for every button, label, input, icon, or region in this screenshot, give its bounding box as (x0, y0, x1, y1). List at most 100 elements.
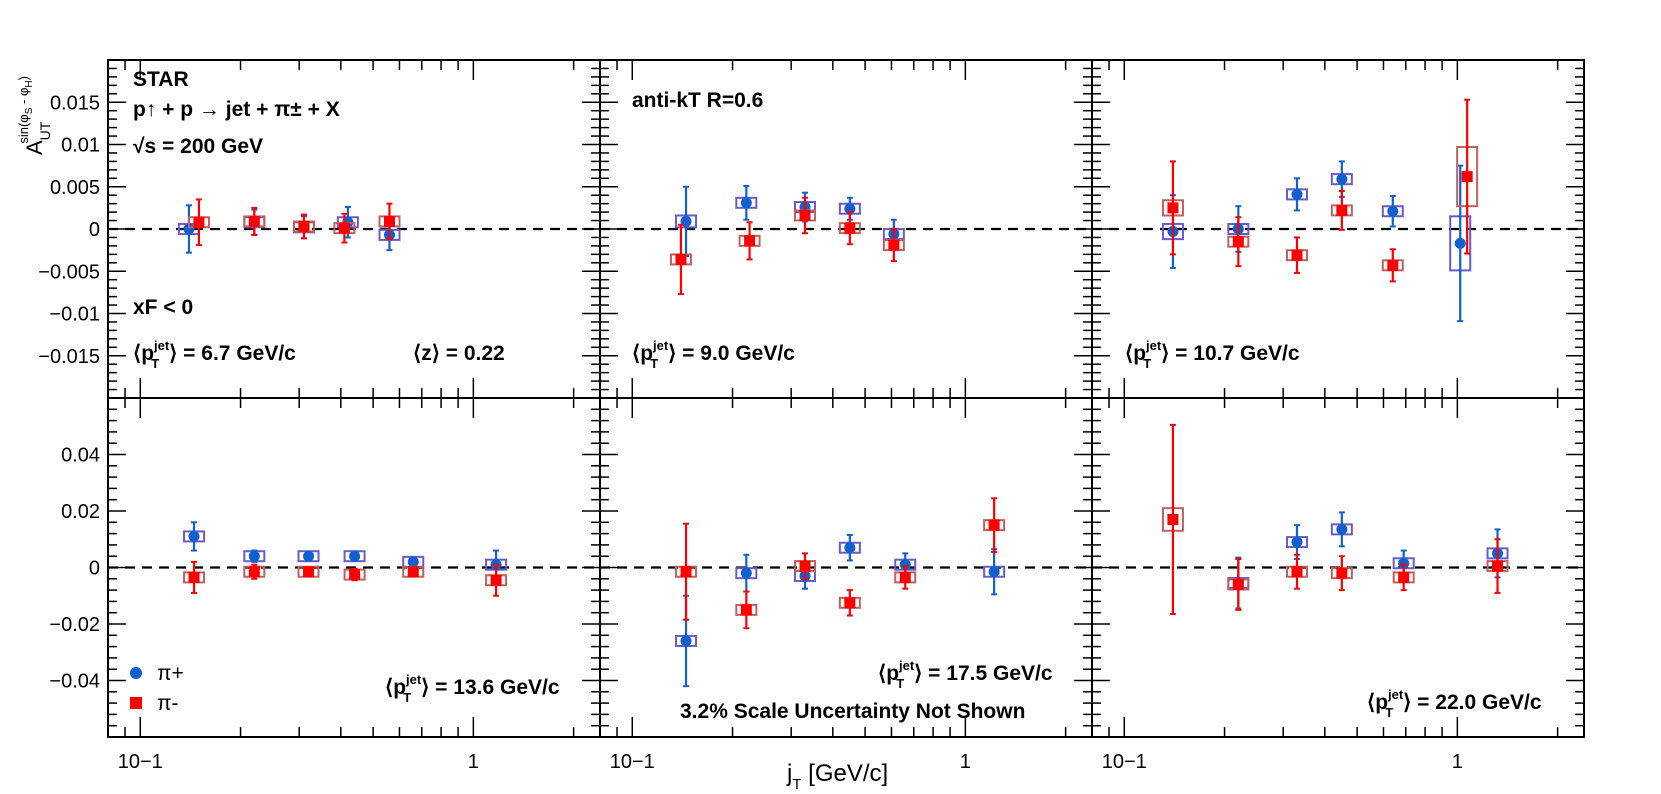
data-point (188, 530, 200, 542)
data-point (899, 559, 911, 571)
data-point (303, 550, 315, 562)
series-pi-minus (669, 196, 905, 296)
data-point (899, 571, 911, 583)
y-tick-label: −0.04 (49, 671, 100, 693)
data-point (1232, 578, 1244, 590)
y-tick-label: 0 (89, 558, 100, 580)
data-point (1232, 236, 1244, 248)
data-point (1291, 536, 1303, 548)
legend-marker-pi-minus (130, 697, 142, 709)
y-axis-title: AUTsin(φS - φH) (16, 76, 53, 155)
x-tick-label: 10−1 (610, 751, 655, 773)
series-pi-minus (187, 198, 401, 247)
series-pi-plus (1161, 160, 1472, 323)
data-point (1336, 567, 1348, 579)
data-point (988, 519, 1000, 531)
data-point (188, 571, 200, 583)
legend-label-pi-minus: π- (157, 692, 178, 715)
data-point (1291, 188, 1303, 200)
experiment-label: STAR (133, 68, 189, 91)
y-tick-label: 0.01 (61, 135, 100, 157)
x-tick-label: 10−1 (1102, 751, 1147, 773)
data-point (888, 239, 900, 251)
series-pi-plus (675, 534, 1006, 688)
series-pi-plus (675, 184, 905, 258)
data-point (1461, 171, 1473, 183)
data-point (844, 542, 856, 554)
panel-5: 10−1 1 (1091, 397, 1585, 773)
series-pi-minus (675, 497, 1006, 630)
y-tick-label: 0.02 (61, 501, 100, 523)
panel-3: −0.04 −0.02 0 0.02 0.04 10−1 1 (49, 397, 601, 773)
xf-cut-label: xF < 0 (133, 296, 193, 319)
data-point (1336, 523, 1348, 535)
data-point (193, 216, 205, 228)
data-point (1336, 204, 1348, 216)
x-tick-label: 1 (960, 751, 971, 773)
data-point (1167, 202, 1179, 214)
pt-annotation-4: ⟨pjet T ⟩ = 17.5 GeV/c (878, 658, 1053, 691)
data-point (1387, 259, 1399, 271)
x-tick-label: 1 (468, 751, 479, 773)
data-point (1387, 205, 1399, 217)
data-point (1291, 566, 1303, 578)
data-point (844, 597, 856, 609)
svg-text:jT [GeV/c]: jT [GeV/c] (786, 760, 888, 793)
svg-text:AUTsin(φS - φH): AUTsin(φS - φH) (16, 76, 53, 155)
data-point (740, 567, 752, 579)
data-point (988, 566, 1000, 578)
pt-annotation-1: ⟨pjet T ⟩ = 9.0 GeV/c (632, 338, 795, 371)
data-point (799, 560, 811, 572)
data-point (844, 222, 856, 234)
data-point (349, 569, 361, 581)
data-point (298, 220, 310, 232)
legend-label-pi-plus: π+ (157, 662, 184, 685)
data-point (740, 604, 752, 616)
data-point (1336, 173, 1348, 185)
data-point (1291, 249, 1303, 261)
mean-z-label: ⟨z⟩ = 0.22 (413, 342, 505, 365)
jet-algorithm-label: anti-kT R=0.6 (632, 89, 763, 112)
data-point (1167, 513, 1179, 525)
legend: π+ π- (130, 662, 184, 715)
data-point (407, 556, 419, 568)
x-tick-label: 10−1 (118, 751, 163, 773)
y-tick-label: 0.04 (61, 445, 100, 467)
data-point (490, 574, 502, 586)
series-pi-minus (1161, 98, 1479, 283)
panel-4: 10−1 1 (599, 397, 1093, 773)
pt-annotation-3: ⟨pjet T ⟩ = 13.6 GeV/c (385, 672, 560, 705)
data-point (675, 253, 687, 265)
data-point (1492, 560, 1504, 572)
data-point (680, 635, 692, 647)
series-pi-minus (1161, 423, 1509, 616)
data-point (338, 222, 350, 234)
reaction-label: p↑ + p → jet + π± + X (133, 98, 340, 121)
data-point (1398, 571, 1410, 583)
legend-marker-pi-plus (130, 667, 142, 679)
energy-label: √s = 200 GeV (133, 135, 263, 158)
data-point (248, 550, 260, 562)
y-tick-label: −0.01 (49, 304, 100, 326)
y-tick-label: 0 (89, 219, 100, 241)
series-pi-plus (1227, 511, 1509, 610)
pt-annotation-5: ⟨pjet T ⟩ = 22.0 GeV/c (1367, 687, 1542, 720)
data-point (1454, 237, 1466, 249)
y-tick-label: 0.005 (50, 177, 100, 199)
scale-note: 3.2% Scale Uncertainty Not Shown (680, 700, 1025, 723)
y-tick-label: −0.015 (38, 346, 100, 368)
data-point (248, 215, 260, 227)
data-point (680, 566, 692, 578)
data-point (1398, 557, 1410, 569)
data-point (407, 566, 419, 578)
x-tick-label: 1 (1452, 751, 1463, 773)
data-point (349, 550, 361, 562)
data-point (303, 566, 315, 578)
data-point (740, 197, 752, 209)
y-tick-label: −0.005 (38, 261, 100, 283)
